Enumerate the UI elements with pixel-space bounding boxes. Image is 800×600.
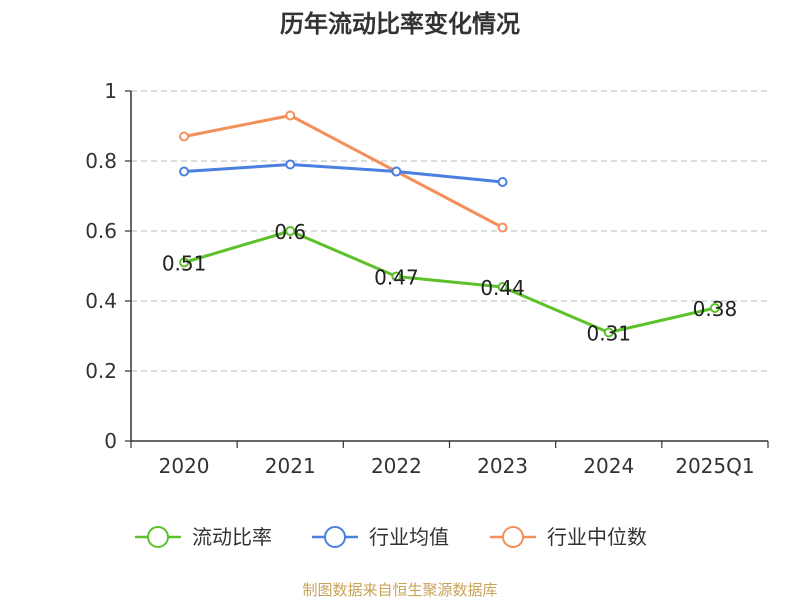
data-label: 0.51 (162, 252, 207, 276)
series-0 (179, 226, 720, 338)
x-tick-label: 2024 (583, 454, 634, 478)
axes: 0 0.2 0.4 0.6 0.8 1 2020 2021 2022 2023 2024 2025Q1 (85, 79, 769, 478)
data-label: 0.38 (693, 297, 738, 321)
data-point (497, 177, 508, 187)
data-label: 0.47 (374, 266, 419, 290)
x-tick-label: 2020 (159, 454, 210, 478)
legend-label: 行业中位数 (547, 525, 647, 549)
y-tick-label: 1 (104, 79, 117, 103)
grid (131, 90, 768, 372)
y-tick-label: 0.6 (85, 219, 117, 243)
legend-item[interactable]: 行业中位数 (490, 525, 647, 549)
x-tick-label: 2022 (371, 454, 422, 478)
legend-item[interactable]: 流动比率 (135, 525, 272, 549)
data-point (285, 159, 296, 170)
series-line (182, 163, 505, 184)
data-label: 0.6 (274, 220, 306, 244)
data-point (179, 131, 190, 142)
legend: 流动比率 行业均值 行业中位数 (135, 525, 647, 549)
x-tick-label: 2025Q1 (675, 454, 754, 478)
data-point (709, 303, 720, 313)
legend-label: 行业均值 (369, 525, 449, 549)
data-point (603, 327, 614, 338)
y-tick-label: 0 (104, 429, 117, 453)
series-line (182, 114, 505, 229)
data-point (391, 271, 402, 282)
data-point (285, 110, 296, 121)
legend-marker-icon (147, 526, 169, 548)
x-tick-label: 2021 (265, 454, 316, 478)
series-1 (179, 159, 508, 187)
y-tick-label: 0.4 (85, 289, 117, 313)
legend-item[interactable]: 行业均值 (312, 525, 449, 549)
data-label: 0.31 (586, 322, 631, 346)
series (179, 110, 720, 338)
legend-marker-icon (324, 526, 346, 548)
y-tick-label: 0.8 (85, 149, 117, 173)
legend-marker-icon (502, 526, 524, 548)
data-point (497, 222, 508, 233)
series-2 (179, 110, 508, 233)
y-tick-label: 0.2 (85, 359, 117, 383)
x-tick-label: 2023 (477, 454, 528, 478)
chart-title: 历年流动比率变化情况 (280, 10, 520, 38)
data-point (285, 226, 296, 236)
data-point (179, 257, 190, 268)
source-note: 制图数据来自恒生聚源数据库 (302, 581, 497, 599)
legend-label: 流动比率 (192, 525, 272, 549)
data-label: 0.44 (480, 276, 525, 300)
data-point (179, 166, 190, 177)
data-point (497, 282, 508, 292)
data-labels: 0.51 0.6 0.47 0.44 0.31 0.38 (162, 220, 737, 346)
series-line (182, 229, 717, 334)
data-point (391, 166, 402, 177)
